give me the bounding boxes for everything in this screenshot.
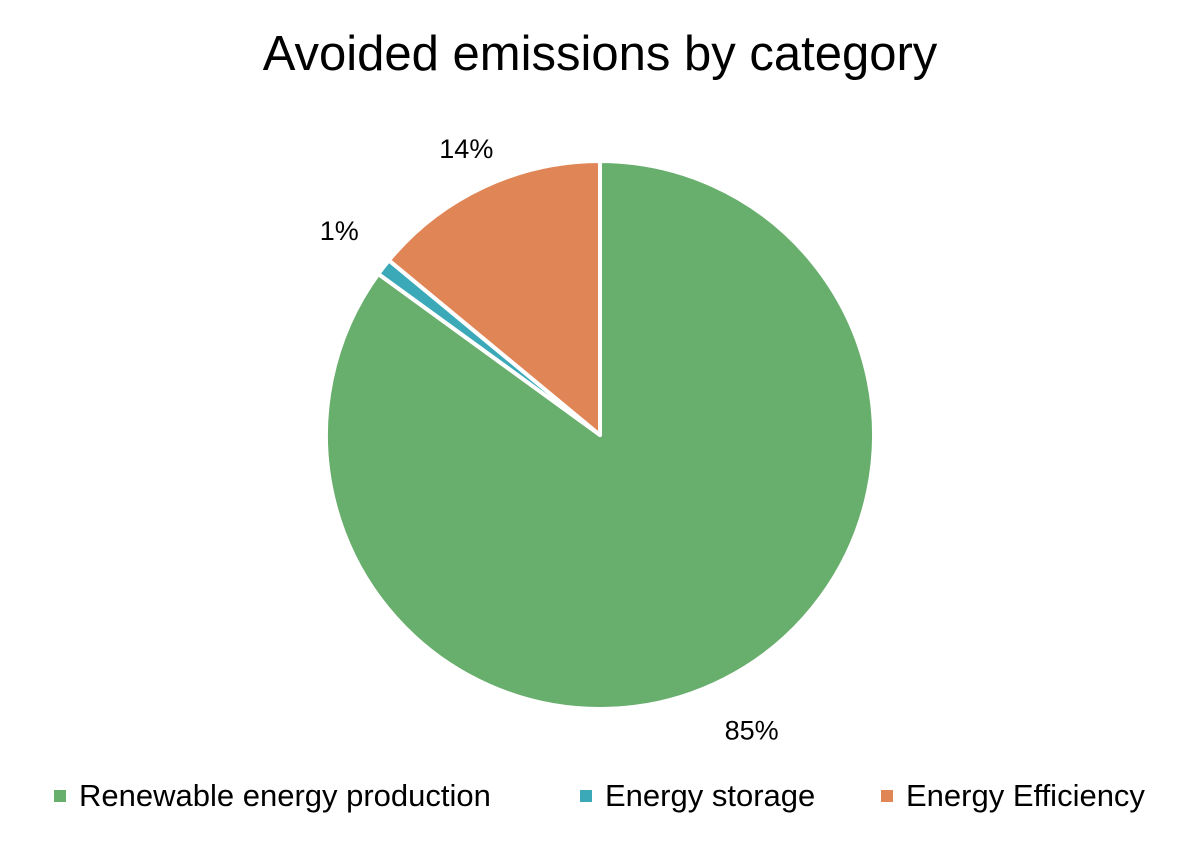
pie-data-label: 14% — [439, 134, 493, 164]
legend-label: Energy storage — [605, 778, 816, 813]
legend-item: Renewable energy production — [54, 772, 491, 820]
legend: Renewable energy production Energy stora… — [0, 772, 1200, 820]
pie-data-label: 85% — [725, 716, 779, 746]
pie-slice — [386, 159, 602, 437]
legend-swatch — [881, 790, 893, 802]
legend-item: Energy storage — [580, 772, 815, 820]
legend-swatch — [54, 790, 66, 802]
legend-item: Energy Efficiency — [881, 772, 1145, 820]
pie-slices — [324, 159, 876, 711]
chart-title: Avoided emissions by category — [262, 27, 938, 81]
legend-label: Energy Efficiency — [906, 778, 1145, 813]
pie-data-label: 1% — [320, 216, 359, 246]
pie-data-labels: 85% 1% 14% — [320, 134, 779, 746]
legend-swatch — [580, 790, 592, 802]
legend-label: Renewable energy production — [79, 778, 491, 813]
